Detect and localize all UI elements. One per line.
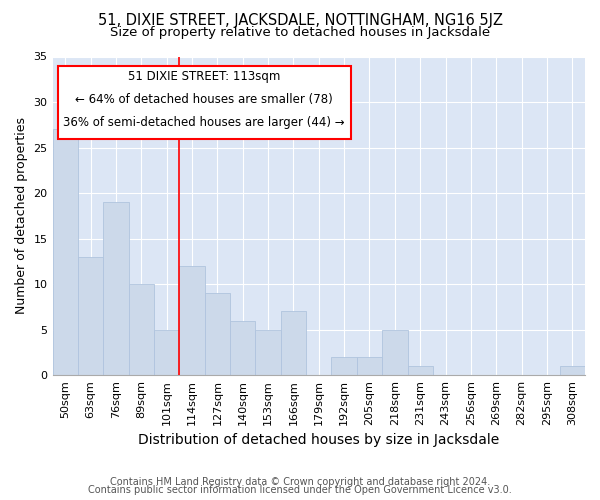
Bar [382, 330, 407, 375]
Text: ← 64% of detached houses are smaller (78): ← 64% of detached houses are smaller (78… [76, 93, 333, 106]
X-axis label: Distribution of detached houses by size in Jacksdale: Distribution of detached houses by size … [138, 434, 499, 448]
Bar [560, 366, 585, 375]
Y-axis label: Number of detached properties: Number of detached properties [15, 118, 28, 314]
Bar [205, 293, 230, 375]
Bar [78, 257, 103, 375]
Text: Size of property relative to detached houses in Jacksdale: Size of property relative to detached ho… [110, 26, 490, 39]
Text: 51, DIXIE STREET, JACKSDALE, NOTTINGHAM, NG16 5JZ: 51, DIXIE STREET, JACKSDALE, NOTTINGHAM,… [97, 12, 503, 28]
Text: Contains HM Land Registry data © Crown copyright and database right 2024.: Contains HM Land Registry data © Crown c… [110, 477, 490, 487]
Bar [128, 284, 154, 375]
Bar [103, 202, 128, 375]
FancyBboxPatch shape [58, 66, 351, 140]
Bar [256, 330, 281, 375]
Bar [357, 357, 382, 375]
Bar [53, 130, 78, 375]
Bar [331, 357, 357, 375]
Bar [230, 320, 256, 375]
Bar [179, 266, 205, 375]
Bar [281, 312, 306, 375]
Bar [154, 330, 179, 375]
Text: 51 DIXIE STREET: 113sqm: 51 DIXIE STREET: 113sqm [128, 70, 280, 83]
Text: 36% of semi-detached houses are larger (44) →: 36% of semi-detached houses are larger (… [64, 116, 345, 129]
Text: Contains public sector information licensed under the Open Government Licence v3: Contains public sector information licen… [88, 485, 512, 495]
Bar [407, 366, 433, 375]
